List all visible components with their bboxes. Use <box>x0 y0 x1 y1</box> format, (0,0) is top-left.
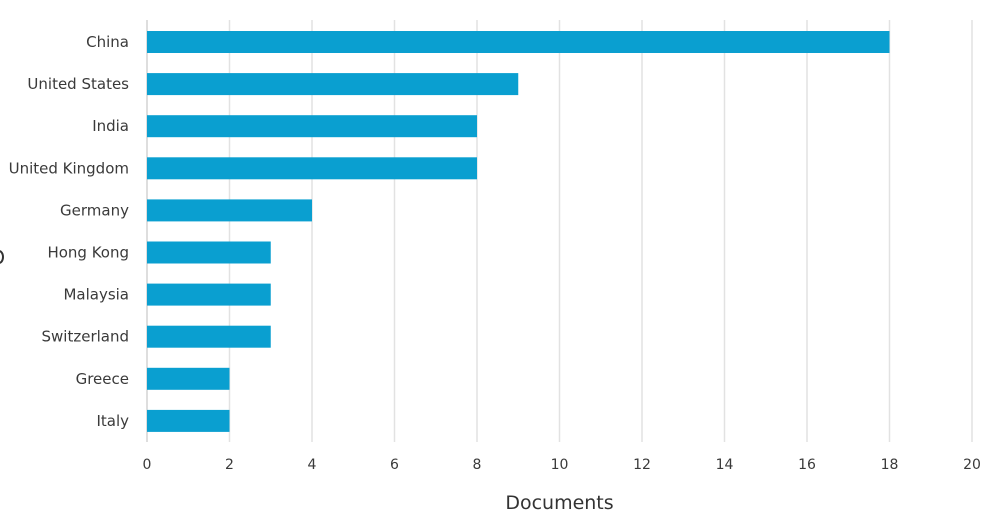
category-label: India <box>92 117 129 135</box>
bar-united-kingdom <box>147 157 477 180</box>
x-tick-label: 4 <box>308 457 317 473</box>
x-tick-label: 10 <box>551 457 569 473</box>
bar-germany <box>147 199 312 222</box>
x-tick-label: 20 <box>963 457 981 473</box>
bar-united-states <box>147 73 519 96</box>
category-label: Hong Kong <box>47 244 129 262</box>
x-tick-label: 8 <box>473 457 482 473</box>
x-tick-label: 14 <box>716 457 734 473</box>
x-tick-label: 18 <box>881 457 899 473</box>
bar-greece <box>147 367 230 390</box>
category-label: Greece <box>76 370 129 388</box>
category-label: Malaysia <box>63 286 129 304</box>
bar-italy <box>147 409 230 432</box>
category-labels: China United States India United Kingdom Ger… <box>9 33 130 430</box>
bars <box>147 31 890 432</box>
x-tick-label: 0 <box>143 457 152 473</box>
category-label: United States <box>27 75 129 93</box>
x-tick-labels: 0 2 4 6 8 10 12 14 16 18 20 <box>143 457 981 473</box>
bar-switzerland <box>147 325 271 348</box>
bar-china <box>147 31 890 53</box>
x-tick-label: 12 <box>633 457 651 473</box>
x-tick-label: 2 <box>225 457 234 473</box>
bar-malaysia <box>147 283 271 306</box>
category-label: United Kingdom <box>9 159 129 177</box>
category-label: Italy <box>96 412 129 430</box>
x-tick-label: 6 <box>390 457 399 473</box>
category-label: China <box>86 33 129 51</box>
category-label: Switzerland <box>42 328 130 346</box>
x-axis-title: Documents <box>505 492 613 514</box>
x-tick-label: 16 <box>798 457 816 473</box>
bar-india <box>147 115 477 138</box>
category-label: Germany <box>60 201 129 219</box>
bar-hong-kong <box>147 241 271 264</box>
